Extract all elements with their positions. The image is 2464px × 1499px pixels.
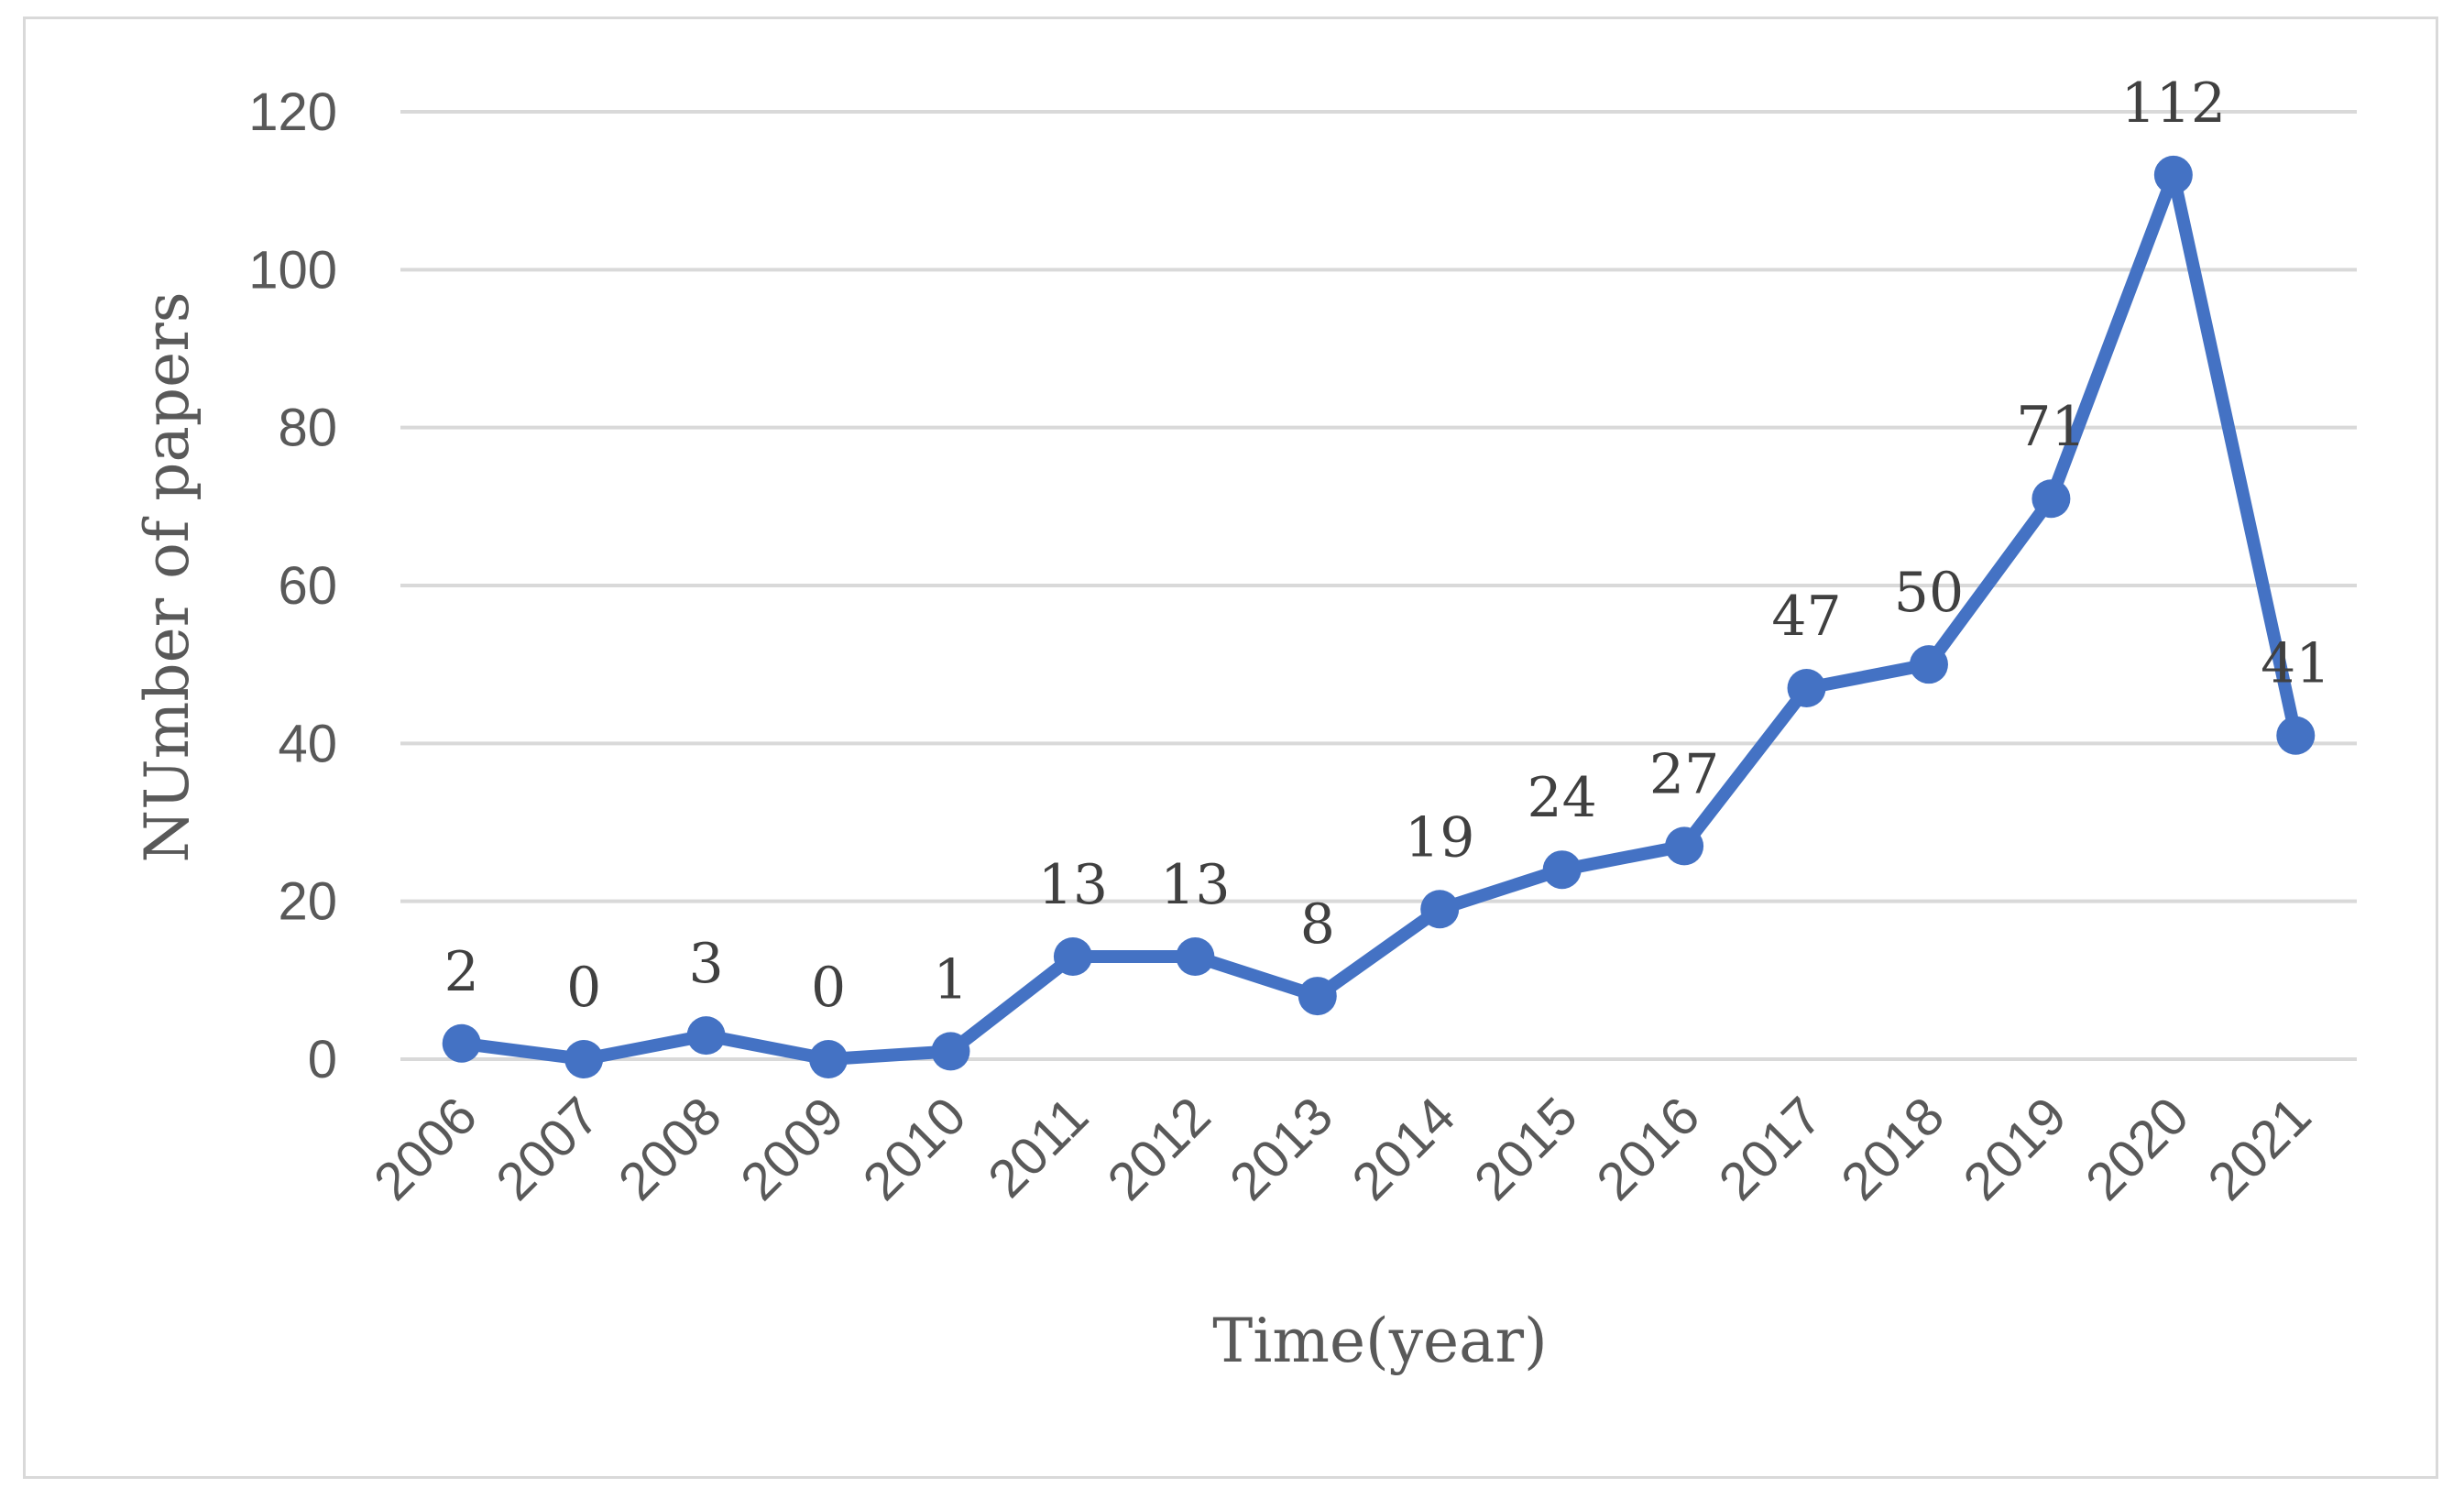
data-point	[809, 1040, 849, 1078]
x-axis-title: Time(year)	[1212, 1306, 1548, 1376]
y-tick-label: 20	[278, 872, 337, 932]
data-point	[1420, 890, 1460, 929]
data-point	[442, 1023, 481, 1063]
data-point	[931, 1032, 970, 1071]
data-point	[1665, 826, 1704, 866]
data-point	[1909, 645, 1948, 684]
data-label: 1	[933, 947, 968, 1012]
data-label: 3	[689, 932, 724, 996]
x-tick-label: 2008	[608, 1086, 733, 1211]
data-point	[1176, 936, 1215, 976]
data-label: 8	[1300, 892, 1335, 957]
x-tick-label: 2018	[1830, 1086, 1955, 1211]
y-tick-labels: 0 20 40 60 80 100 120	[248, 82, 337, 1089]
data-point	[2276, 716, 2316, 755]
data-point	[2031, 479, 2071, 519]
y-axis-title: NUmber of papers	[132, 291, 203, 862]
data-point	[2153, 155, 2193, 194]
data-label: 0	[566, 956, 601, 1020]
data-label: 41	[2261, 632, 2330, 696]
x-tick-label: 2012	[1096, 1086, 1221, 1211]
x-tick-label: 2013	[1219, 1086, 1344, 1211]
x-tick-label: 2006	[363, 1086, 488, 1211]
data-label: 0	[811, 956, 846, 1020]
data-point	[1053, 936, 1092, 976]
data-labels: 2 0 3 0 1 13 13 8 19 24 27 47 50 71 112 41	[444, 71, 2331, 1020]
data-label: 13	[1038, 853, 1108, 917]
x-tick-label: 2020	[2075, 1086, 2200, 1211]
data-point	[1298, 977, 1337, 1016]
data-label: 13	[1160, 853, 1230, 917]
data-label: 24	[1527, 766, 1596, 830]
y-tick-label: 80	[278, 399, 337, 458]
y-tick-label: 100	[248, 240, 337, 300]
y-tick-label: 120	[248, 82, 337, 142]
x-tick-label: 2010	[851, 1086, 977, 1211]
x-tick-label: 2015	[1463, 1086, 1589, 1211]
data-point	[1787, 669, 1826, 708]
data-label: 71	[2016, 395, 2086, 459]
data-label: 50	[1894, 561, 1964, 625]
data-point	[564, 1040, 604, 1078]
data-label: 19	[1405, 805, 1474, 870]
data-label: 27	[1649, 742, 1719, 806]
chart-frame	[23, 16, 2438, 1479]
x-tick-label: 2017	[1708, 1086, 1834, 1211]
series-line	[454, 168, 2303, 1066]
y-tick-label: 60	[278, 556, 337, 616]
x-tick-label: 2007	[485, 1086, 610, 1211]
data-label: 112	[2121, 71, 2227, 136]
x-tick-label: 2011	[977, 1086, 1100, 1209]
data-point	[1542, 850, 1582, 890]
x-tick-label: 2021	[2196, 1086, 2322, 1211]
gridlines	[400, 110, 2357, 1061]
x-tick-label: 2019	[1952, 1086, 2077, 1211]
data-label: 47	[1771, 585, 1841, 649]
data-label: 2	[444, 940, 479, 1004]
x-tick-label: 2009	[729, 1086, 855, 1211]
x-tick-label: 2016	[1585, 1086, 1711, 1211]
y-tick-label: 40	[278, 714, 337, 773]
series-group	[442, 155, 2316, 1078]
y-tick-label: 0	[308, 1030, 337, 1089]
x-tick-label: 2014	[1341, 1086, 1466, 1211]
data-point	[686, 1016, 726, 1056]
